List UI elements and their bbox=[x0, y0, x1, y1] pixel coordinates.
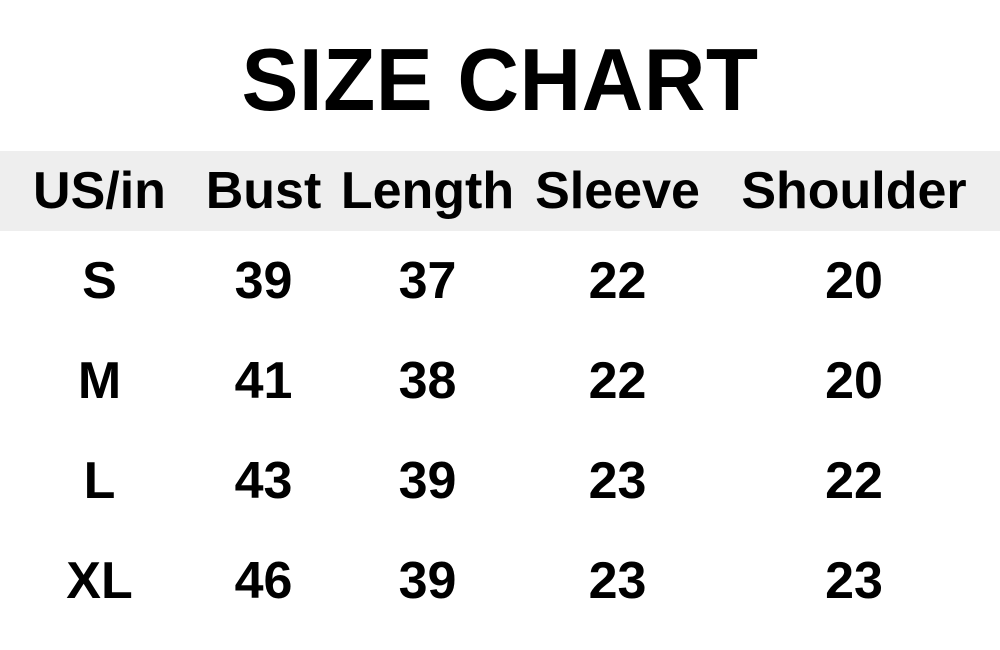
cell-shoulder: 22 bbox=[708, 431, 1000, 531]
cell-size: XL bbox=[0, 531, 199, 631]
size-chart-table: US/in Bust Length Sleeve Shoulder S 39 3… bbox=[0, 151, 1000, 631]
cell-sleeve: 23 bbox=[527, 431, 708, 531]
column-header-sleeve: Sleeve bbox=[535, 162, 700, 220]
cell-size: S bbox=[0, 231, 199, 331]
column-header-shoulder: Shoulder bbox=[741, 162, 967, 220]
column-header-length: Length bbox=[340, 162, 515, 220]
cell-shoulder: 23 bbox=[708, 531, 1000, 631]
page-title: SIZE CHART bbox=[241, 30, 759, 129]
cell-length: 39 bbox=[328, 531, 527, 631]
table-body: S 39 37 22 20 M 41 38 22 20 L 43 39 23 2… bbox=[0, 231, 1000, 631]
cell-sleeve: 22 bbox=[527, 331, 708, 431]
table-row: XL 46 39 23 23 bbox=[0, 531, 1000, 631]
column-header-us-in: US/in bbox=[33, 162, 166, 220]
table-row: L 43 39 23 22 bbox=[0, 431, 1000, 531]
cell-bust: 39 bbox=[199, 231, 328, 331]
cell-length: 39 bbox=[328, 431, 527, 531]
cell-length: 37 bbox=[328, 231, 527, 331]
table-header-row: US/in Bust Length Sleeve Shoulder bbox=[0, 151, 1000, 231]
cell-length: 38 bbox=[328, 331, 527, 431]
cell-shoulder: 20 bbox=[708, 331, 1000, 431]
cell-size: M bbox=[0, 331, 199, 431]
cell-bust: 43 bbox=[199, 431, 328, 531]
cell-bust: 41 bbox=[199, 331, 328, 431]
table-row: S 39 37 22 20 bbox=[0, 231, 1000, 331]
table-header: US/in Bust Length Sleeve Shoulder bbox=[0, 151, 1000, 231]
cell-sleeve: 23 bbox=[527, 531, 708, 631]
cell-bust: 46 bbox=[199, 531, 328, 631]
table-row: M 41 38 22 20 bbox=[0, 331, 1000, 431]
cell-shoulder: 20 bbox=[708, 231, 1000, 331]
cell-sleeve: 22 bbox=[527, 231, 708, 331]
column-header-bust: Bust bbox=[205, 162, 322, 220]
cell-size: L bbox=[0, 431, 199, 531]
